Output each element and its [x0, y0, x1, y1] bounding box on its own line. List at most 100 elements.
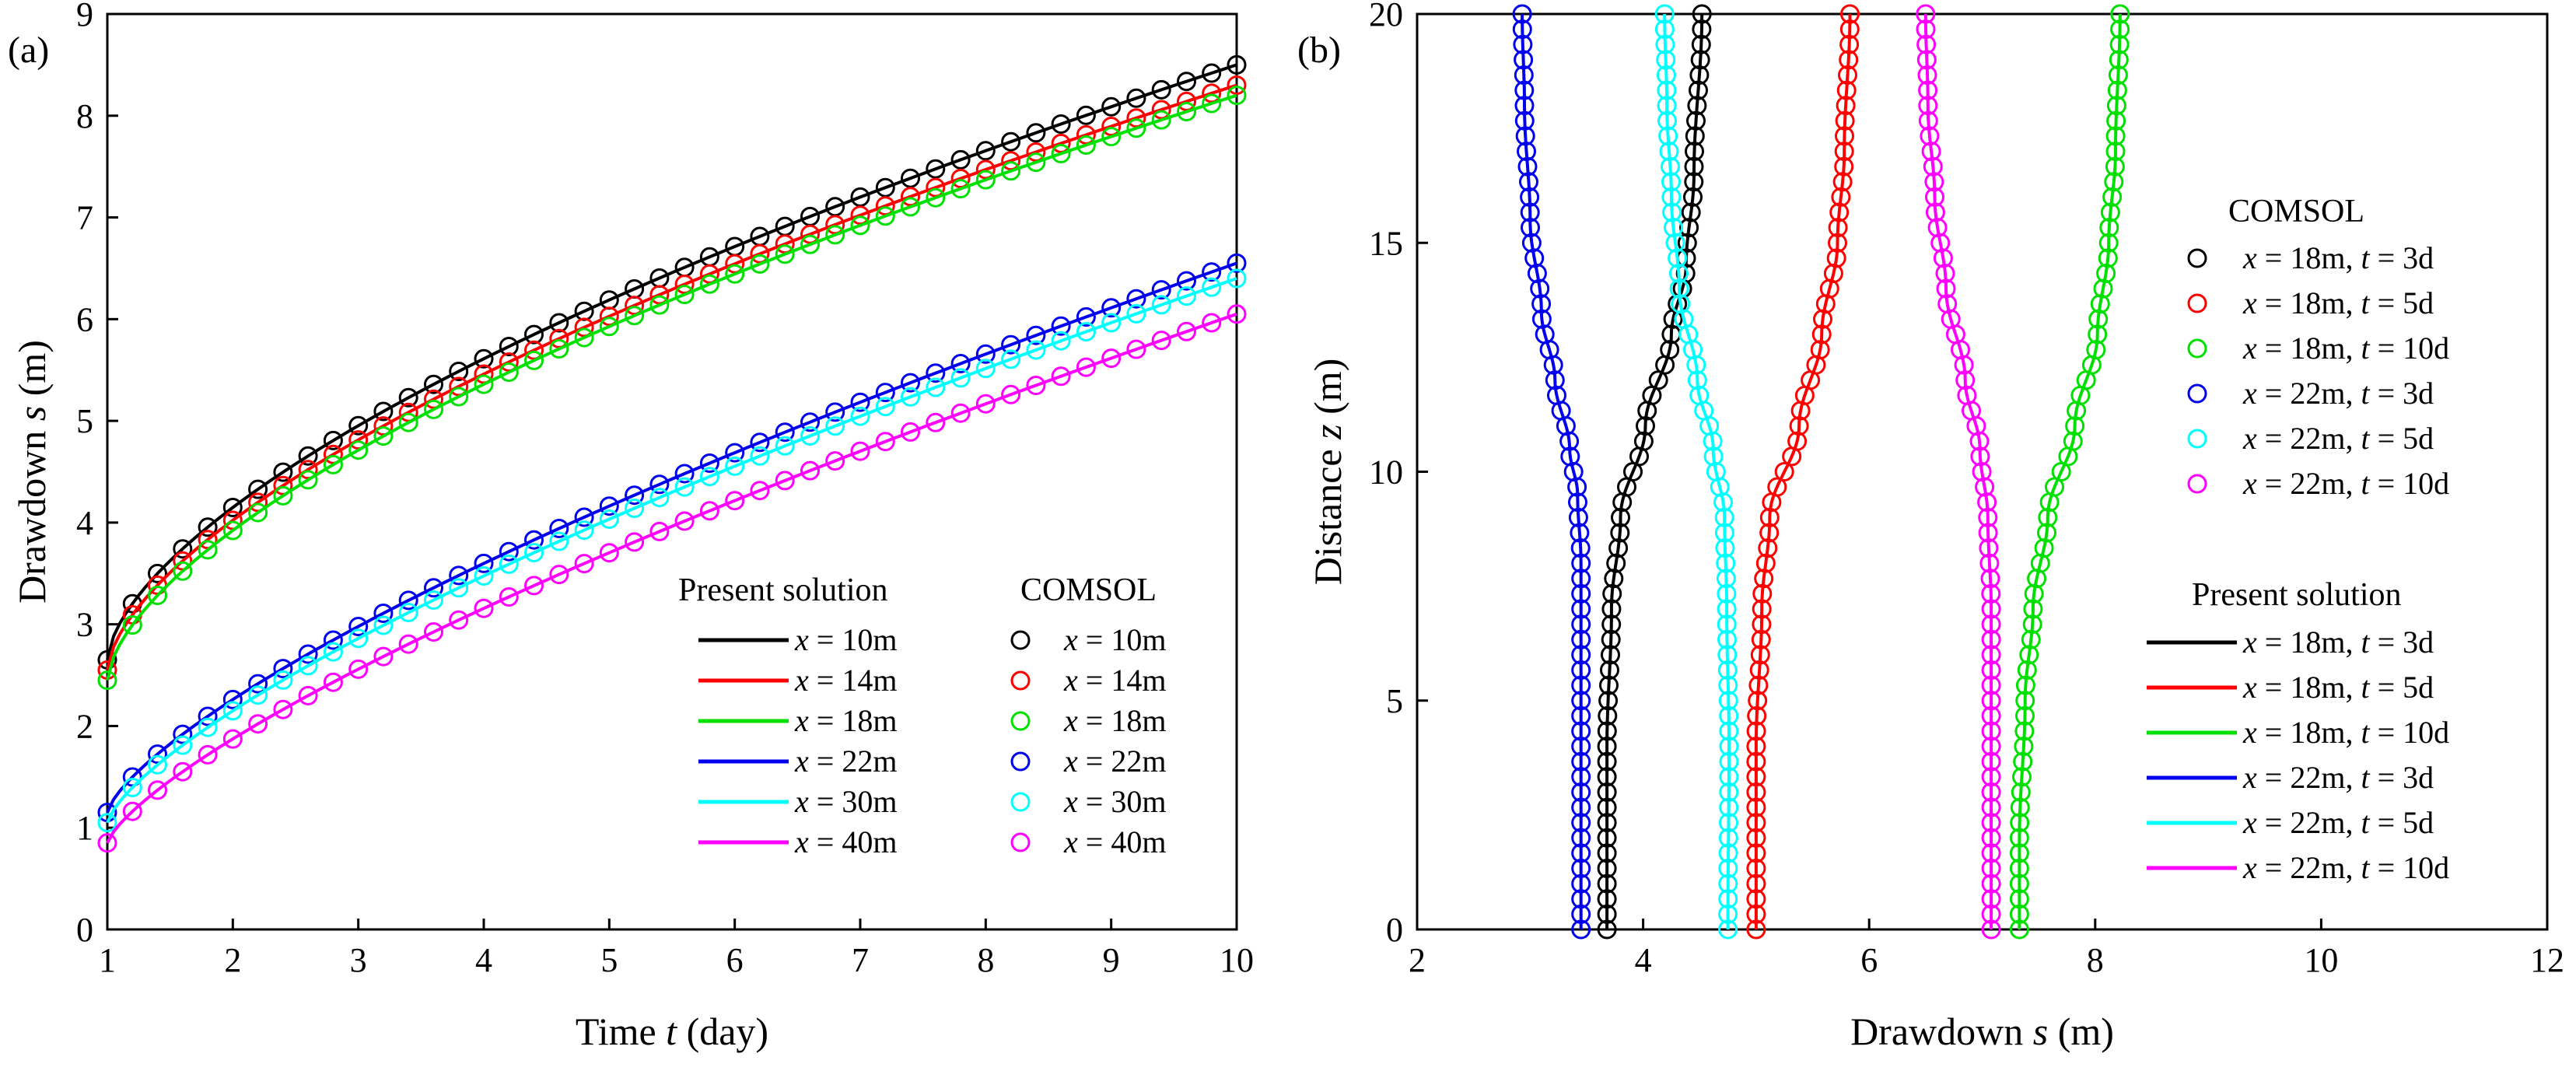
- data-point-b: [1752, 599, 1772, 619]
- data-point-a: [950, 149, 971, 170]
- x-tick-label-part: 1: [99, 941, 116, 979]
- data-point-a: [975, 170, 996, 190]
- data-point-b: [1517, 156, 1538, 177]
- series-line-b: [1663, 14, 1731, 929]
- data-point-a: [674, 477, 695, 497]
- y-tick-label-part: 4: [76, 504, 93, 542]
- data-point-b: [1977, 492, 1997, 513]
- series-line-b: [1754, 14, 1852, 929]
- data-point-b: [1813, 309, 1832, 329]
- x-tick-label: 1: [99, 941, 116, 979]
- data-point-b: [1719, 705, 1739, 726]
- legend-marker-label-part: = 18m,: [2257, 331, 2361, 366]
- legend-marker-swatch: [1010, 711, 1031, 731]
- data-point-b: [1981, 782, 2001, 802]
- legend-line-label-part: t: [2361, 850, 2370, 885]
- data-point-b: [1981, 797, 2001, 817]
- data-point-a: [97, 813, 117, 833]
- data-point-b: [1751, 629, 1771, 649]
- data-point-b: [1718, 859, 1738, 878]
- data-point-b: [1671, 294, 1691, 314]
- data-point-b: [2110, 4, 2130, 24]
- data-point-b: [1547, 385, 1566, 405]
- data-point-b: [2090, 294, 2110, 314]
- data-point-b: [1520, 187, 1540, 207]
- data-point-a: [825, 225, 845, 245]
- data-point-a: [273, 485, 293, 506]
- data-point-a: [775, 471, 795, 491]
- data-point-b: [1517, 142, 1536, 162]
- data-point-b: [1839, 50, 1859, 70]
- legend-marker-label-part: x: [1063, 703, 1078, 738]
- y-tick-label: 3: [76, 606, 93, 644]
- data-point-a: [373, 615, 394, 635]
- data-point-b: [1921, 142, 1941, 162]
- data-point-b: [2010, 797, 2030, 817]
- data-point-b: [1686, 110, 1706, 131]
- x-tick-label-part: 7: [852, 941, 869, 979]
- series-line-a: [106, 83, 1237, 671]
- data-point-b: [1916, 50, 1937, 70]
- legend-marker-label-part: x: [1063, 824, 1078, 859]
- data-point-a: [926, 159, 946, 179]
- legend-marker-label-part: = 10d: [2370, 331, 2450, 366]
- data-point-a: [273, 659, 293, 679]
- data-point-b: [2105, 126, 2126, 146]
- data-point-b: [2015, 675, 2035, 695]
- data-point-b: [1828, 218, 1848, 238]
- data-point-a: [950, 354, 971, 373]
- data-point-b: [1571, 705, 1591, 726]
- data-point-b: [1568, 507, 1588, 527]
- data-point-b: [1981, 828, 2001, 848]
- legend-marker-label-part: = 30m: [1078, 784, 1167, 819]
- data-point-a: [1177, 102, 1196, 121]
- data-point-a: [398, 603, 418, 622]
- data-point-b: [2100, 202, 2120, 222]
- data-point-b: [1835, 110, 1855, 131]
- data-point-a: [173, 561, 193, 581]
- data-point-a: [173, 735, 193, 755]
- data-point-a: [775, 244, 795, 264]
- data-point-a: [298, 446, 318, 466]
- legend-line-label-part: = 22m: [809, 744, 898, 779]
- legend-line-label-part: = 18m,: [2257, 670, 2361, 705]
- data-point-b: [1689, 80, 1708, 100]
- data-point-b: [2014, 737, 2034, 757]
- data-point-a: [323, 454, 343, 474]
- x-tick-label-part: 4: [1635, 941, 1652, 979]
- data-point-b: [1747, 705, 1767, 726]
- data-point-b: [2105, 142, 2126, 162]
- data-point-a: [1151, 295, 1171, 315]
- data-point-a: [499, 541, 519, 562]
- data-point-b: [1748, 691, 1768, 711]
- data-point-a: [825, 451, 845, 471]
- legend-marker-label-part: x: [1063, 622, 1078, 657]
- x-tick-label-part: 3: [350, 941, 367, 979]
- data-point-b: [1979, 553, 2000, 573]
- x-tick-label-part: 12: [2530, 941, 2564, 979]
- data-point-b: [1918, 96, 1938, 116]
- data-point-b: [1828, 233, 1847, 253]
- data-point-a: [449, 610, 469, 630]
- data-point-b: [1608, 538, 1629, 558]
- data-point-a: [549, 313, 569, 333]
- data-point-a: [549, 519, 569, 538]
- data-point-b: [1840, 4, 1860, 24]
- data-point-b: [2107, 80, 2127, 100]
- data-point-a: [775, 436, 795, 456]
- legend-line-label: x = 22m, t = 3d: [2242, 760, 2434, 795]
- data-point-a: [499, 337, 519, 356]
- data-point-b: [1512, 19, 1532, 40]
- data-point-b: [1836, 96, 1856, 116]
- data-point-a: [474, 566, 494, 586]
- legend-marker-label-part: x: [2242, 331, 2257, 366]
- x-tick-label: 5: [600, 941, 618, 979]
- data-point-a: [725, 443, 745, 463]
- data-point-a: [524, 576, 544, 596]
- data-point-b: [1719, 721, 1739, 741]
- data-point-a: [926, 187, 946, 208]
- legend-line-label-part: x: [2242, 805, 2257, 840]
- data-point-b: [1719, 751, 1739, 772]
- y-axis-label: Drawdown s (m): [10, 340, 54, 604]
- data-point-b: [1936, 278, 1956, 299]
